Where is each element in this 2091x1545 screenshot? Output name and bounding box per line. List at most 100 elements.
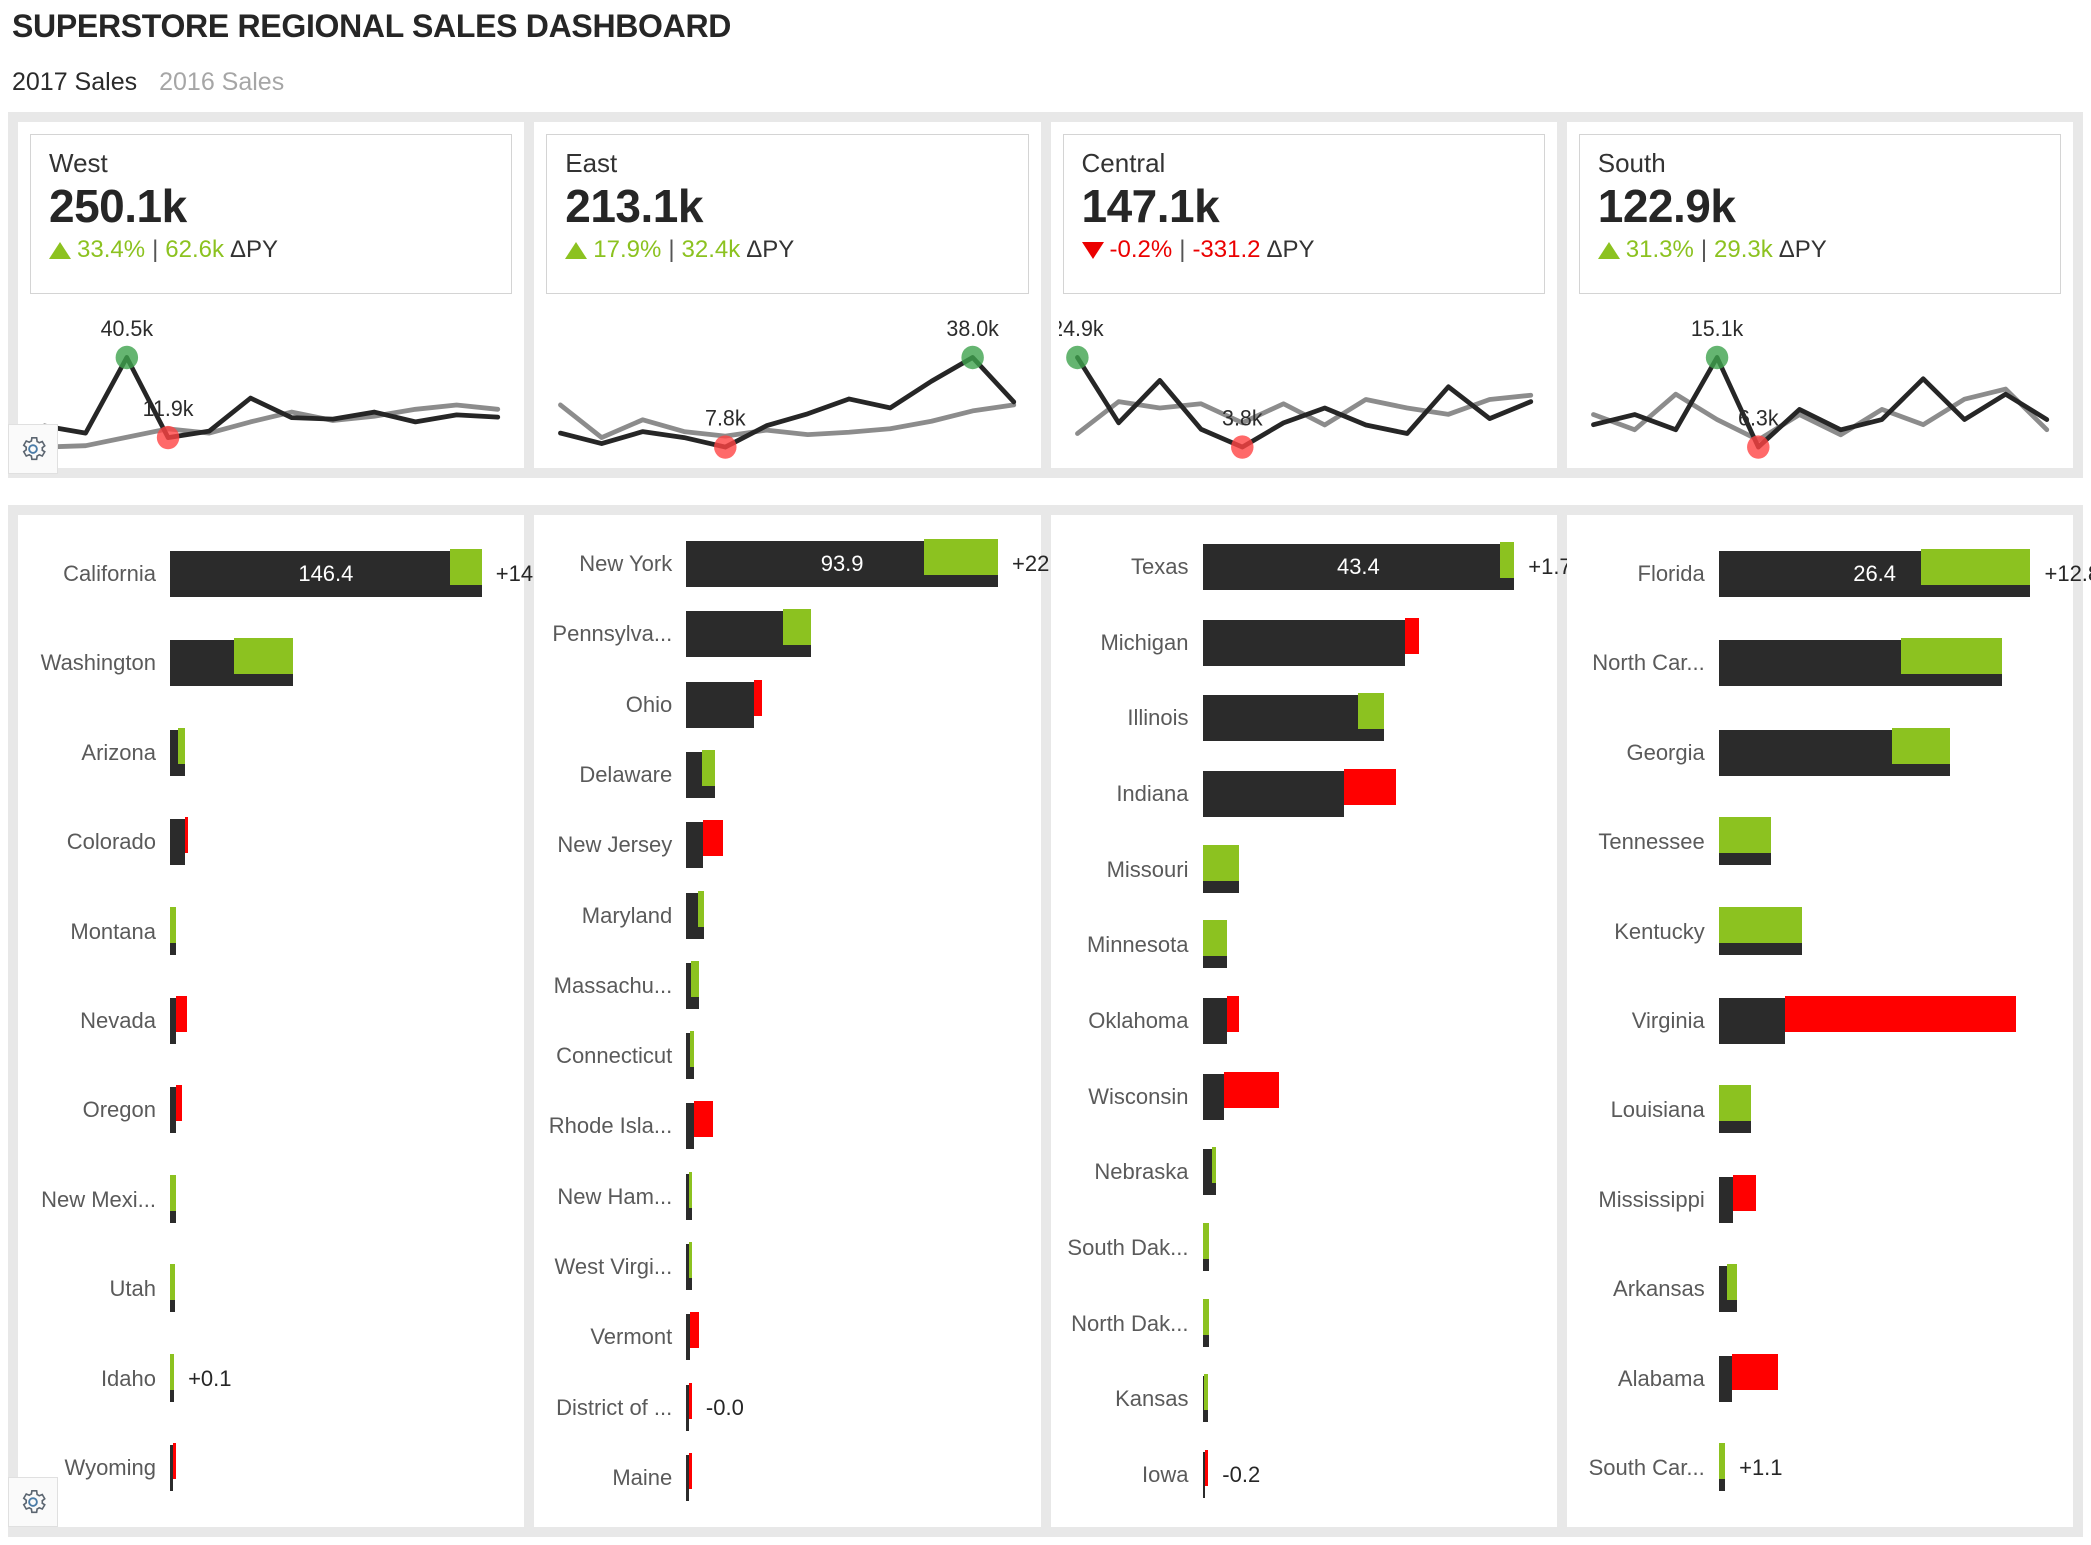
- table-row[interactable]: New Jersey: [534, 810, 1040, 880]
- kpi-box[interactable]: South 122.9k 31.3% | 29.3k ΔPY: [1578, 134, 2061, 294]
- table-row[interactable]: Ohio: [534, 670, 1040, 740]
- table-row[interactable]: South Car... +1.1: [1567, 1424, 2073, 1513]
- table-row[interactable]: Indiana: [1051, 756, 1557, 832]
- table-row[interactable]: Massachu...: [534, 951, 1040, 1021]
- table-row[interactable]: South Dak...: [1051, 1210, 1557, 1286]
- bar-area: 43.4 +1.7: [1202, 529, 1572, 605]
- kpi-card-west: West 250.1k 33.4% | 62.6k ΔPY 40.5k 11.9k: [18, 122, 525, 468]
- sales-year-tabs: 2017 Sales 2016 Sales: [12, 68, 284, 97]
- table-row[interactable]: Mississippi: [1567, 1155, 2073, 1244]
- table-row[interactable]: Idaho +0.1: [18, 1334, 524, 1423]
- bar-area: [1202, 1286, 1557, 1362]
- bar-area: [1202, 1210, 1557, 1286]
- table-row[interactable]: Washington: [18, 618, 524, 707]
- kpi-percent-change: 31.3%: [1625, 236, 1694, 264]
- state-label: Georgia: [1626, 739, 1705, 765]
- table-row[interactable]: Kansas: [1051, 1362, 1557, 1438]
- table-row[interactable]: Oregon: [18, 1066, 524, 1155]
- state-settings-button[interactable]: [8, 1477, 58, 1527]
- state-row-list: Texas 43.4 +1.7 Michigan Illinois Indiana Miss…: [1051, 529, 1572, 1513]
- table-row[interactable]: Missouri: [1051, 832, 1557, 908]
- table-row[interactable]: Michigan: [1051, 605, 1557, 681]
- bar-current-value: [1718, 997, 1786, 1044]
- sparkline-max-label: 38.0k: [947, 316, 999, 342]
- table-row[interactable]: District of ... -0.0: [534, 1372, 1040, 1442]
- kpi-settings-button[interactable]: [8, 424, 58, 474]
- tab-2016-sales[interactable]: 2016 Sales: [159, 68, 285, 96]
- kpi-percent-change: 17.9%: [593, 236, 662, 264]
- state-label: Alabama: [1617, 1365, 1705, 1391]
- table-row[interactable]: Oklahoma: [1051, 983, 1557, 1059]
- kpi-box[interactable]: East 213.1k 17.9% | 32.4k ΔPY: [546, 134, 1029, 294]
- kpi-panel: West 250.1k 33.4% | 62.6k ΔPY 40.5k 11.9k East 21…: [8, 112, 2083, 478]
- bar-area: [686, 1443, 1040, 1513]
- bar-area: [170, 976, 524, 1065]
- state-label: Montana: [70, 918, 156, 944]
- table-row[interactable]: West Virgi...: [534, 1232, 1040, 1302]
- bar-area: -0.0: [686, 1372, 1040, 1442]
- bar-current-value: [170, 819, 186, 866]
- table-row[interactable]: Wisconsin: [1051, 1059, 1557, 1135]
- table-row[interactable]: Louisiana: [1567, 1066, 2073, 1155]
- table-row[interactable]: Delaware: [534, 740, 1040, 810]
- kpi-delta-suffix: ΔPY: [230, 236, 279, 264]
- bar-area: 146.4 +14.8: [170, 529, 551, 618]
- table-row[interactable]: Utah: [18, 1245, 524, 1334]
- table-row[interactable]: Maryland: [534, 880, 1040, 950]
- state-label: Florida: [1637, 560, 1705, 586]
- table-row[interactable]: Kentucky: [1567, 887, 2073, 976]
- table-row[interactable]: North Car...: [1567, 618, 2073, 707]
- kpi-box[interactable]: West 250.1k 33.4% | 62.6k ΔPY: [30, 134, 513, 294]
- table-row[interactable]: Connecticut: [534, 1021, 1040, 1091]
- table-row[interactable]: Colorado: [18, 797, 524, 886]
- table-row[interactable]: Florida 26.4+12.8: [1567, 529, 2091, 618]
- bar-delta-positive: [1358, 693, 1385, 730]
- kpi-box[interactable]: Central 147.1k -0.2% | -331.2 ΔPY: [1062, 134, 1545, 294]
- bar-current-value: [686, 1384, 690, 1431]
- bar-delta-negative: [175, 995, 187, 1032]
- table-row[interactable]: Rhode Isla...: [534, 1091, 1040, 1161]
- table-row[interactable]: North Dak...: [1051, 1286, 1557, 1362]
- kpi-value: 122.9k: [1597, 179, 1736, 232]
- kpi-delta-suffix: ΔPY: [1266, 236, 1315, 264]
- kpi-percent-change: 33.4%: [77, 236, 146, 264]
- bar-area: [170, 1424, 524, 1513]
- table-row[interactable]: Pennsylva...: [534, 599, 1040, 669]
- bar-delta-negative: [1343, 768, 1396, 805]
- sparkline-min-label: 6.3k: [1738, 405, 1779, 431]
- state-label: Arizona: [81, 739, 156, 765]
- bar-delta-positive: [233, 638, 293, 675]
- table-row[interactable]: Virginia: [1567, 976, 2073, 1065]
- table-row[interactable]: Texas 43.4 +1.7: [1051, 529, 1572, 605]
- table-row[interactable]: Nevada: [18, 976, 524, 1065]
- prior-year-line: [558, 402, 1017, 440]
- table-row[interactable]: New York 93.9 +22.1: [534, 529, 1068, 599]
- table-row[interactable]: Montana: [18, 887, 524, 976]
- state-label: Louisiana: [1610, 1097, 1705, 1123]
- table-row[interactable]: New Ham...: [534, 1162, 1040, 1232]
- tab-2017-sales[interactable]: 2017 Sales: [12, 68, 138, 96]
- table-row[interactable]: Vermont: [534, 1302, 1040, 1372]
- bar-delta-negative: [172, 1443, 176, 1480]
- sparkline-max-marker: [1705, 345, 1729, 370]
- bar-area: [686, 670, 1040, 740]
- table-row[interactable]: Illinois: [1051, 680, 1557, 756]
- table-row[interactable]: New Mexi...: [18, 1155, 524, 1244]
- table-row[interactable]: California 146.4 +14.8: [18, 529, 551, 618]
- table-row[interactable]: Arkansas: [1567, 1245, 2073, 1334]
- gear-icon: [22, 436, 46, 461]
- table-row[interactable]: Wyoming: [18, 1424, 524, 1513]
- table-row[interactable]: Georgia: [1567, 708, 2073, 797]
- bar-area: 93.9 +22.1: [686, 529, 1068, 599]
- table-row[interactable]: Arizona: [18, 708, 524, 797]
- bar-current-value: [686, 1103, 695, 1150]
- table-row[interactable]: Iowa -0.2: [1051, 1437, 1557, 1513]
- table-row[interactable]: Alabama: [1567, 1334, 2073, 1423]
- table-row[interactable]: Maine: [534, 1443, 1040, 1513]
- table-row[interactable]: Tennessee: [1567, 797, 2073, 886]
- table-row[interactable]: Minnesota: [1051, 907, 1557, 983]
- table-row[interactable]: Nebraska: [1051, 1135, 1557, 1211]
- state-label: Maine: [612, 1464, 673, 1490]
- state-label: Tennessee: [1598, 829, 1705, 855]
